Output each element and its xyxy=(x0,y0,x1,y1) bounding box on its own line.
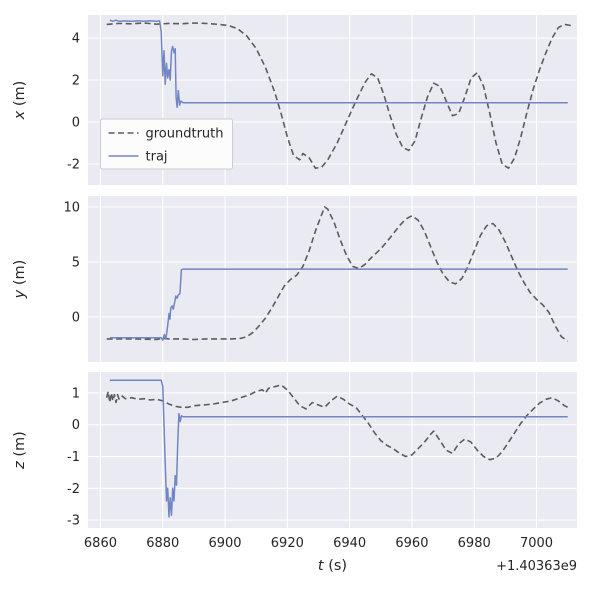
ylabel-z: z (m) xyxy=(12,431,28,470)
subplot-y: 0 5 10 y (m) xyxy=(12,196,577,362)
xlabel: t (s) xyxy=(318,558,347,574)
x-tick-label: 7000 xyxy=(520,536,553,551)
traj-line-x xyxy=(109,19,568,109)
y-tick-label: 1 xyxy=(72,386,80,401)
groundtruth-line-x xyxy=(106,22,571,169)
subplot-x: -2 0 2 4 x (m) xyxy=(12,15,577,185)
x-tick-label: 6900 xyxy=(208,536,241,551)
legend-label-traj: traj xyxy=(146,150,168,165)
traj-line-z xyxy=(109,379,568,518)
y-tick-label: 10 xyxy=(63,200,80,215)
x-tick-label: 6860 xyxy=(84,536,117,551)
x-tick-label: 6960 xyxy=(395,536,428,551)
y-tick-label: 4 xyxy=(72,32,80,47)
y-tick-label: -2 xyxy=(67,158,80,173)
y-tick-label: 0 xyxy=(72,116,80,131)
x-tick-label: 6980 xyxy=(458,536,491,551)
traj-line-y xyxy=(109,268,568,341)
y-tick-label: 5 xyxy=(72,255,80,270)
y-tick-label: -1 xyxy=(67,450,80,465)
x-tick-label: 6920 xyxy=(271,536,304,551)
subplot-z: -3 -2 -1 0 1 z (m) xyxy=(12,372,577,529)
ylabel-x: x (m) xyxy=(12,81,28,121)
plot-area-y xyxy=(88,196,577,362)
y-tick-label: -2 xyxy=(67,482,80,497)
x-tick-label: 6940 xyxy=(333,536,366,551)
x-tick-label: 6880 xyxy=(146,536,179,551)
y-tick-label: -3 xyxy=(67,514,80,529)
groundtruth-line-y xyxy=(106,206,569,342)
legend: groundtruth traj xyxy=(100,118,233,170)
y-tick-label: 0 xyxy=(72,310,80,325)
x-axis-offset-label: +1.40363e9 xyxy=(496,559,577,574)
y-tick-label: 2 xyxy=(72,74,80,89)
ylabel-y: y (m) xyxy=(12,260,28,300)
y-tick-label: 0 xyxy=(72,418,80,433)
legend-label-groundtruth: groundtruth xyxy=(146,127,224,142)
